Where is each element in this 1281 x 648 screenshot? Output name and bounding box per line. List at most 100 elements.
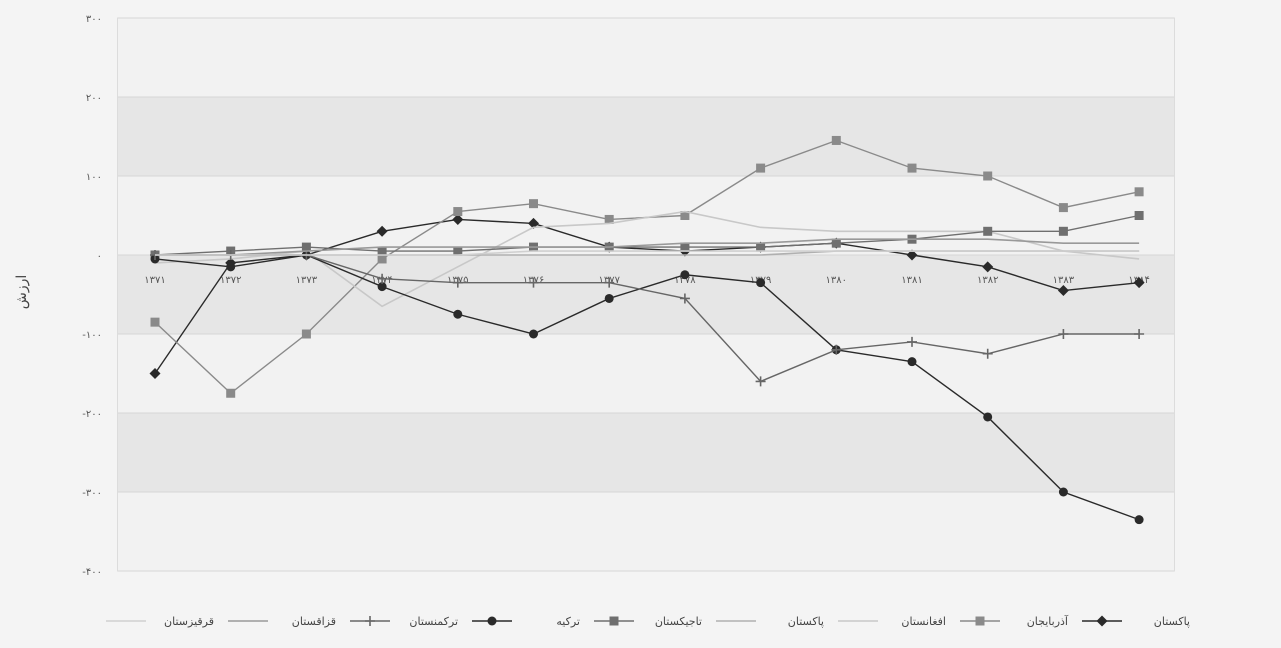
series-7 bbox=[150, 250, 1145, 387]
legend-item: قزاقستان bbox=[228, 615, 336, 628]
data-point bbox=[376, 225, 388, 237]
grid-band bbox=[118, 492, 1174, 571]
legend-item: ترکمنستان bbox=[350, 615, 458, 628]
grid-band bbox=[118, 413, 1174, 492]
grid-band bbox=[118, 176, 1174, 255]
y-tick-label: -۲۰۰ bbox=[82, 409, 102, 420]
data-point bbox=[301, 242, 311, 252]
legend-label: قرقیزستان bbox=[164, 615, 214, 628]
legend-item: پاکستان bbox=[716, 615, 824, 628]
series-6 bbox=[150, 250, 1144, 525]
data-point bbox=[1057, 285, 1069, 297]
data-point bbox=[1134, 211, 1144, 220]
legend-label: ترکیه bbox=[556, 615, 580, 628]
data-point bbox=[983, 171, 993, 181]
grid-band bbox=[118, 97, 1174, 176]
data-point bbox=[680, 242, 690, 252]
data-point bbox=[453, 207, 463, 217]
legend-label: آذربایجان bbox=[1027, 614, 1069, 628]
data-point bbox=[529, 329, 538, 339]
y-tick-label: -۴۰۰ bbox=[82, 567, 102, 578]
data-point bbox=[983, 412, 993, 422]
data-point bbox=[377, 254, 387, 264]
data-point bbox=[528, 217, 539, 229]
data-point bbox=[907, 163, 917, 173]
data-point bbox=[975, 616, 985, 626]
series-8 bbox=[155, 238, 1140, 256]
data-point bbox=[226, 262, 236, 272]
data-point bbox=[907, 357, 917, 367]
legend-item: قرقیزستان bbox=[106, 615, 214, 628]
legend-label: قزاقستان bbox=[292, 615, 336, 628]
data-point bbox=[377, 246, 387, 256]
data-point bbox=[831, 238, 841, 248]
data-point bbox=[1058, 226, 1068, 236]
legend-label: افغانستان bbox=[901, 615, 946, 628]
data-point bbox=[487, 616, 497, 626]
data-point bbox=[755, 376, 766, 387]
data-point bbox=[1134, 329, 1145, 339]
data-point bbox=[377, 282, 387, 292]
data-point bbox=[301, 329, 311, 339]
data-point bbox=[1096, 615, 1108, 627]
data-point bbox=[226, 388, 236, 398]
x-tick-label: ۱۳۷۲ bbox=[220, 275, 241, 286]
data-point bbox=[679, 293, 690, 304]
legend-label: تاجیکستان bbox=[655, 615, 702, 628]
data-point bbox=[377, 273, 388, 284]
data-point bbox=[149, 368, 161, 379]
series-line bbox=[154, 254, 1140, 521]
series-line bbox=[155, 254, 1140, 383]
y-tick-label: ۳۰۰ bbox=[86, 14, 102, 25]
data-point bbox=[907, 336, 917, 347]
data-point bbox=[982, 348, 993, 359]
data-point bbox=[680, 211, 690, 220]
data-point bbox=[609, 616, 619, 626]
data-point bbox=[1058, 203, 1068, 213]
series-line bbox=[155, 238, 1140, 256]
y-tick-label: ۰ bbox=[97, 251, 102, 262]
data-point bbox=[756, 163, 766, 173]
legend-item: افغانستان bbox=[838, 615, 946, 628]
x-tick-label: ۱۳۸۳ bbox=[1053, 275, 1075, 286]
data-point bbox=[906, 249, 918, 261]
data-point bbox=[983, 226, 993, 236]
data-point bbox=[529, 199, 538, 209]
y-axis-title: ارزش bbox=[14, 275, 30, 310]
legend-item: ترکیه bbox=[472, 615, 580, 628]
x-tick-label: ۱۳۸۱ bbox=[901, 275, 922, 286]
grid-band bbox=[118, 255, 1174, 334]
x-tick-label: ۱۳۸۲ bbox=[977, 275, 998, 286]
series-line bbox=[155, 250, 1140, 256]
grid-band bbox=[118, 18, 1174, 97]
legend-item: تاجیکستان bbox=[594, 615, 702, 628]
y-tick-label: ۱۰۰ bbox=[86, 172, 102, 183]
series-line bbox=[154, 214, 1140, 256]
data-point bbox=[1058, 329, 1069, 339]
legend-label: پاکستان bbox=[1154, 615, 1190, 628]
data-point bbox=[756, 242, 766, 252]
y-tick-label: -۱۰۰ bbox=[82, 330, 102, 341]
data-point bbox=[150, 317, 160, 327]
data-point bbox=[1134, 187, 1144, 197]
data-point bbox=[452, 213, 464, 225]
data-point bbox=[982, 261, 994, 273]
data-point bbox=[831, 135, 841, 145]
legend-label: ترکمنستان bbox=[409, 615, 458, 628]
legend-item: پاکستان bbox=[1082, 615, 1190, 628]
legend-label: پاکستان bbox=[788, 615, 824, 628]
y-axis-ticks: -۴۰۰ -۳۰۰ -۲۰۰ -۱۰۰ ۰ ۱۰۰ ۲۰۰ ۳۰۰ bbox=[82, 14, 102, 578]
y-tick-label: ۲۰۰ bbox=[86, 93, 102, 104]
data-point bbox=[604, 277, 615, 288]
data-point bbox=[1133, 277, 1145, 289]
data-point bbox=[453, 309, 463, 319]
data-point bbox=[604, 293, 614, 303]
x-tick-label: ۱۳۷۸ bbox=[674, 275, 696, 286]
grid-band bbox=[118, 334, 1174, 413]
legend-item: آذربایجان bbox=[960, 614, 1069, 628]
data-point bbox=[604, 214, 614, 224]
data-point bbox=[453, 246, 463, 256]
data-point bbox=[528, 277, 539, 288]
x-tick-label: ۱۳۷۳ bbox=[296, 275, 318, 286]
